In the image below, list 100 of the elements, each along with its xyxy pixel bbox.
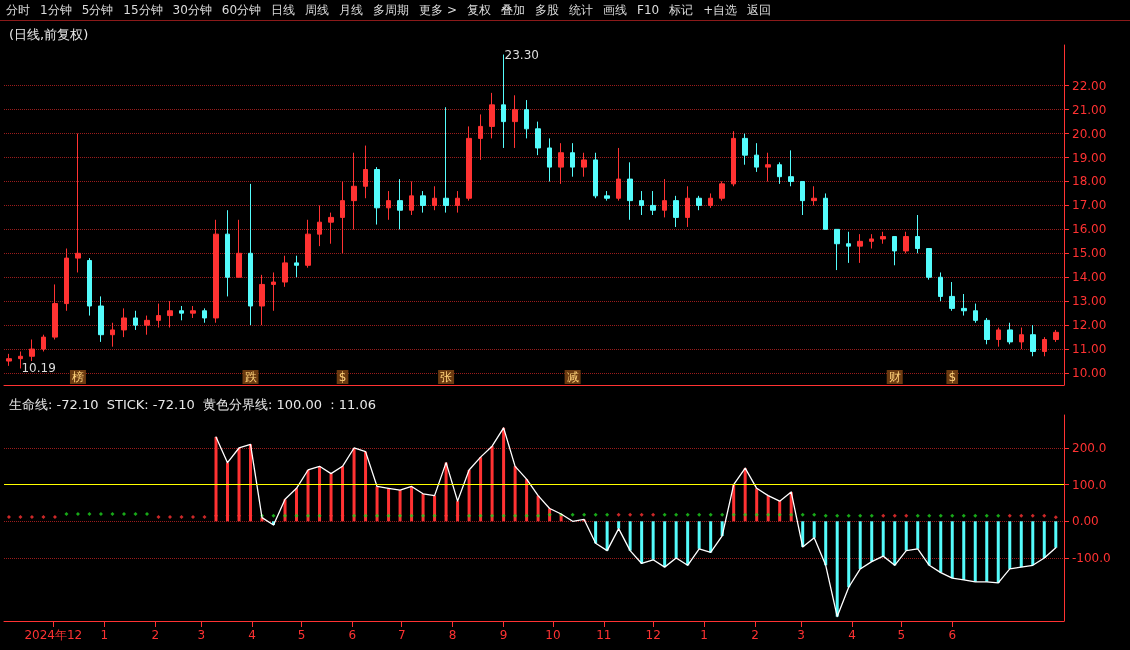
candlestick	[225, 209, 230, 297]
candlestick	[1030, 324, 1036, 357]
candlestick	[64, 248, 69, 312]
bar	[352, 447, 356, 522]
bar	[1008, 521, 1012, 569]
y-tick-label: 17.00	[1072, 198, 1107, 213]
candlestick	[478, 113, 483, 161]
text: 画线	[603, 1, 627, 19]
candlestick	[742, 133, 748, 166]
annotation: $	[948, 370, 957, 384]
candlestick	[915, 214, 920, 254]
candlestick	[777, 161, 782, 185]
bar	[375, 486, 379, 522]
candlestick	[52, 283, 58, 341]
candlestick	[880, 231, 886, 245]
x-tick-label: 7	[397, 628, 406, 642]
bar	[628, 521, 632, 551]
x-tick-label: 2	[151, 628, 160, 642]
candlestick	[133, 310, 138, 331]
annotation: 榜	[71, 370, 84, 384]
candlestick	[949, 281, 955, 312]
candlestick	[156, 303, 161, 329]
candlestick	[374, 166, 380, 226]
chart-title: (日线,前复权)	[9, 27, 89, 42]
y-tick-label: -100.0	[1072, 550, 1111, 565]
text: 30分钟	[172, 1, 212, 19]
candlestick	[41, 334, 46, 352]
text: 周线	[305, 1, 330, 19]
y-tick-label: 19.00	[1072, 150, 1107, 165]
bar	[858, 521, 862, 569]
candlestick	[938, 271, 943, 302]
candlestick	[570, 142, 575, 178]
x-tick-label: 6	[948, 628, 957, 642]
candlestick	[282, 255, 288, 288]
bar	[674, 521, 678, 558]
x-tick-label: 1	[100, 628, 109, 642]
bar	[835, 521, 839, 617]
annotation: $	[338, 370, 347, 384]
candlestick	[788, 149, 794, 187]
bar	[962, 521, 966, 580]
text: 日线	[271, 1, 296, 19]
y-tick-label: 13.00	[1072, 294, 1107, 309]
candlestick	[673, 195, 679, 228]
candlestick	[984, 317, 990, 345]
candlestick	[409, 180, 414, 216]
text: +自选	[703, 1, 738, 19]
bar	[605, 521, 609, 551]
y-tick-label: 100.0	[1072, 477, 1107, 492]
text: 返回	[747, 1, 772, 19]
candlestick	[190, 305, 196, 319]
bar	[812, 521, 816, 538]
candlestick	[351, 152, 357, 230]
x-tick-label: 5	[297, 628, 306, 642]
candlestick	[731, 130, 736, 187]
candlestick	[110, 322, 115, 348]
x-tick-label: 3	[197, 628, 206, 642]
bar	[996, 521, 1000, 583]
candlestick	[512, 94, 518, 149]
bar	[1019, 521, 1023, 568]
candlestick	[87, 257, 92, 317]
candlestick	[466, 125, 472, 202]
candlestick	[1042, 336, 1047, 357]
x-tick-label: 8	[448, 628, 457, 642]
y-tick-label: 18.00	[1072, 174, 1107, 189]
annotation: 财	[888, 370, 901, 384]
bar	[398, 490, 402, 522]
candlestick	[662, 178, 667, 218]
candlestick	[869, 233, 874, 250]
bar	[950, 521, 954, 579]
candlestick	[765, 152, 771, 182]
text: 15分钟	[123, 1, 163, 19]
y-tick-label: 10.00	[1072, 366, 1107, 381]
bar	[686, 521, 690, 566]
text: 多股	[535, 1, 559, 19]
candlestick	[213, 219, 219, 324]
bar	[939, 521, 943, 573]
candlestick	[121, 307, 127, 338]
y-tick-label: 15.00	[1072, 246, 1107, 261]
candlestick	[294, 255, 299, 278]
candlestick	[973, 303, 978, 324]
candlestick	[604, 190, 610, 202]
candlestick	[996, 327, 1001, 348]
candlestick	[259, 274, 265, 326]
candlestick	[397, 178, 403, 230]
candlestick	[926, 248, 932, 281]
x-tick-label: 6	[348, 628, 357, 642]
candlestick	[708, 192, 713, 209]
candlestick	[6, 353, 12, 367]
y-tick-label: 16.00	[1072, 222, 1107, 237]
bar	[1042, 521, 1046, 558]
line-series	[215, 427, 1057, 618]
candlestick	[489, 92, 495, 139]
text: 更多 >	[419, 1, 457, 19]
candlestick	[317, 204, 322, 247]
candlestick	[547, 137, 552, 182]
x-tick-label: 3	[797, 628, 805, 642]
bar	[881, 521, 885, 557]
bar	[904, 521, 908, 551]
candlestick	[386, 190, 391, 221]
candlestick	[18, 350, 23, 369]
